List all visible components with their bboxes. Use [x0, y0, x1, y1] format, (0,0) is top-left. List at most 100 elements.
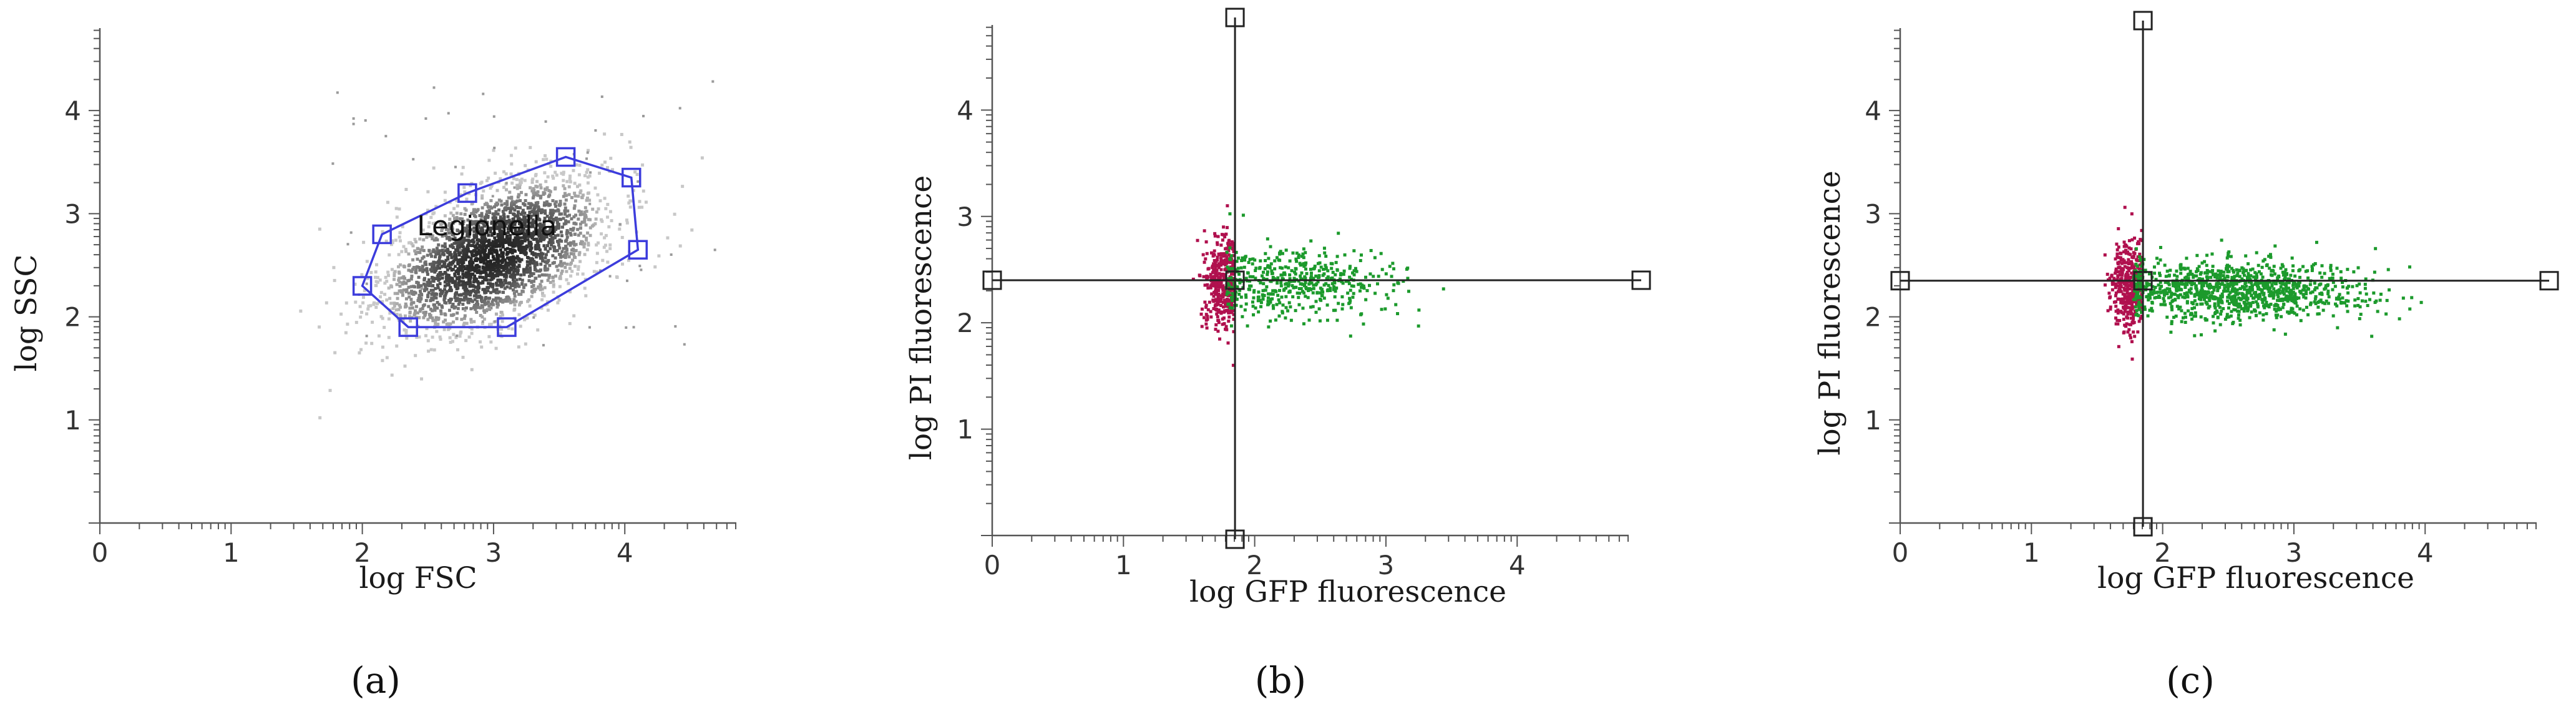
event-point: [568, 213, 572, 217]
event-point: [2277, 274, 2281, 278]
event-point: [1229, 283, 1232, 286]
event-point: [530, 179, 534, 182]
event-point: [507, 218, 511, 222]
event-point: [471, 261, 475, 265]
event-point: [444, 301, 448, 305]
event-point: [487, 304, 491, 308]
event-point: [437, 250, 441, 253]
event-point: [504, 258, 507, 262]
event-point: [2124, 305, 2127, 308]
event-point: [1239, 295, 1243, 299]
event-point: [2119, 256, 2122, 260]
event-point: [450, 237, 454, 241]
event-point: [2205, 281, 2208, 285]
event-point: [449, 253, 453, 257]
event-point: [1348, 267, 1352, 270]
event-point: [491, 195, 494, 198]
event-point: [2134, 262, 2138, 266]
event-point: [461, 217, 464, 221]
event-point: [497, 283, 501, 287]
event-point: [635, 172, 639, 176]
event-point: [568, 267, 572, 270]
y-tick-label: 1: [957, 414, 973, 445]
event-point: [554, 228, 558, 232]
event-point: [512, 288, 515, 292]
gate-polygon[interactable]: [361, 155, 640, 328]
event-point: [2114, 294, 2117, 298]
event-point: [544, 226, 547, 230]
event-point: [431, 237, 434, 240]
event-point: [579, 226, 583, 230]
event-point: [2247, 308, 2250, 311]
event-point: [2327, 295, 2331, 299]
event-point: [2194, 284, 2198, 288]
event-point: [552, 285, 555, 288]
event-point: [495, 203, 499, 207]
event-point: [396, 291, 399, 295]
event-point: [454, 165, 457, 169]
event-point: [469, 183, 472, 187]
event-point: [2117, 310, 2120, 313]
event-point: [353, 282, 357, 286]
event-point: [2133, 335, 2137, 338]
event-point: [543, 286, 547, 290]
gate-vertex-handle[interactable]: [398, 317, 418, 337]
event-point: [1292, 286, 1295, 290]
event-point: [533, 265, 537, 269]
event-point: [461, 222, 465, 226]
event-point: [625, 218, 628, 222]
quadrant-handle[interactable]: [1631, 270, 1651, 290]
event-point: [1291, 251, 1295, 255]
event-point: [578, 183, 582, 187]
event-point: [563, 192, 567, 195]
event-point: [1222, 261, 1226, 265]
quadrant-handle[interactable]: [1225, 7, 1245, 27]
event-point: [2129, 253, 2132, 257]
gate-vertex-handle[interactable]: [372, 224, 392, 245]
event-point: [552, 283, 555, 286]
gate-vertex-handle[interactable]: [457, 183, 477, 203]
event-point: [2135, 258, 2139, 262]
event-point: [1215, 312, 1219, 316]
event-point: [1294, 309, 1297, 313]
event-point: [400, 250, 404, 253]
quadrant-handle[interactable]: [982, 270, 1002, 290]
event-point: [2283, 283, 2287, 286]
event-point: [1280, 295, 1284, 299]
event-point: [386, 200, 389, 204]
event-point: [501, 245, 505, 249]
event-point: [2244, 281, 2248, 285]
event-point: [2178, 293, 2182, 296]
event-point: [500, 223, 504, 227]
gate-vertex-handle[interactable]: [352, 276, 373, 296]
gate-vertex-handle[interactable]: [622, 167, 642, 188]
event-point: [539, 268, 542, 272]
gate-vertex-handle[interactable]: [555, 147, 576, 167]
event-point: [1300, 263, 1304, 267]
event-point: [1213, 232, 1217, 235]
event-point: [519, 206, 522, 210]
event-point: [1203, 300, 1207, 304]
event-point: [578, 191, 582, 195]
panel-b-quadrant-gate[interactable]: [982, 7, 1651, 549]
gate-vertex-handle[interactable]: [497, 317, 517, 337]
event-point: [2330, 277, 2333, 281]
event-point: [627, 258, 630, 262]
event-point: [2287, 298, 2291, 301]
event-point: [2158, 271, 2162, 275]
event-point: [485, 268, 489, 271]
x-tick-label: 3: [485, 537, 502, 568]
event-point: [492, 242, 496, 245]
event-point: [512, 217, 515, 221]
event-point: [464, 295, 468, 298]
event-point: [2242, 309, 2246, 313]
legionella-gate[interactable]: [352, 147, 648, 337]
quadrant-handle[interactable]: [1225, 270, 1245, 290]
event-point: [585, 157, 588, 160]
gate-vertex-handle[interactable]: [628, 240, 648, 260]
event-point: [451, 243, 454, 247]
quadrant-handle[interactable]: [1225, 529, 1245, 549]
event-point: [1204, 313, 1208, 316]
event-point: [1309, 275, 1313, 278]
event-point: [431, 296, 435, 300]
